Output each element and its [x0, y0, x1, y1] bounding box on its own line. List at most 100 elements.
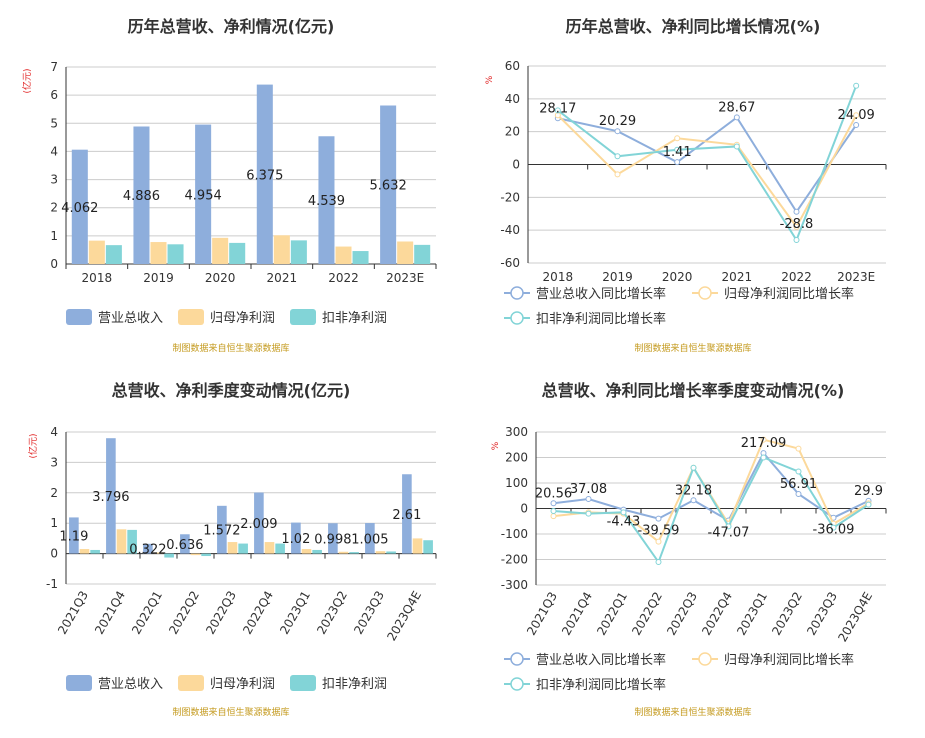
legend-label: 营业总收入同比增长率	[536, 652, 666, 668]
x-tick-label: 2023Q4E	[835, 590, 875, 645]
series-point-1	[550, 500, 557, 507]
bar-2	[273, 235, 290, 264]
y-tick-label: 1	[50, 516, 58, 530]
series-point-3	[614, 153, 621, 160]
series-point-1	[614, 128, 621, 135]
y-tick-label: 1	[50, 229, 58, 243]
bar-2	[264, 542, 275, 554]
x-tick-label: 2018	[82, 271, 113, 285]
x-tick-label: 2022	[328, 271, 359, 285]
x-tick-label: 2021	[267, 271, 298, 285]
x-tick-label: 2022Q2	[166, 589, 202, 637]
data-label: -4.43	[607, 515, 641, 530]
x-tick-label: 2022Q4	[240, 589, 276, 637]
legend-swatch	[290, 309, 316, 325]
series-point-3	[793, 237, 800, 244]
data-label: -47.07	[708, 526, 750, 541]
x-tick-label: 2023Q1	[277, 589, 313, 637]
bar-3	[167, 244, 184, 264]
y-axis-unit-label: %	[491, 441, 501, 450]
series-point-3	[865, 501, 872, 508]
source-note: 制图数据来自恒生聚源数据库	[172, 342, 289, 354]
x-tick-label: 2019	[143, 271, 174, 285]
y-tick-label: 40	[505, 92, 520, 106]
data-label: 56.91	[780, 477, 817, 492]
data-label: 6.375	[246, 168, 283, 183]
x-tick-label: 2020	[662, 270, 693, 284]
y-tick-label: 6	[50, 88, 58, 102]
data-label: 3.796	[92, 490, 129, 505]
source-note: 制图数据来自恒生聚源数据库	[634, 342, 751, 354]
annual-amount-chart: 历年总营收、净利情况(亿元) (亿元) 0 1 2 3 4 5 6 7 2018 2019 2020 20…	[21, 17, 437, 354]
x-tick-label: 2023Q2	[314, 589, 350, 637]
series-point-3	[690, 464, 697, 471]
y-tick-label: -20	[500, 190, 520, 204]
x-tick-label: 2022Q3	[203, 589, 239, 637]
series-point-2	[655, 538, 662, 545]
data-label: 20.56	[535, 486, 572, 501]
x-tick-label: 2022Q4	[699, 590, 735, 638]
series-point-2	[795, 445, 802, 452]
bar-1	[217, 505, 227, 554]
legend-marker	[510, 311, 524, 325]
series-point-2	[760, 436, 767, 443]
bar-2	[88, 240, 105, 264]
series-point-2	[674, 135, 681, 142]
series-point-1	[853, 121, 860, 128]
data-label: 29.9	[854, 484, 883, 499]
bar-2	[375, 551, 386, 554]
x-tick-label: 2022Q2	[629, 590, 665, 638]
series-point-3	[620, 509, 627, 516]
series-line-1	[557, 115, 857, 214]
series-line-1	[553, 451, 869, 522]
series-point-1	[674, 159, 681, 166]
x-tick-label: 2022Q1	[594, 590, 630, 638]
data-label: 4.886	[123, 189, 160, 204]
x-tick-label: 2022Q3	[664, 590, 700, 638]
y-tick-label: -60	[500, 256, 520, 270]
data-label: 20.29	[599, 114, 636, 129]
annual-growth-chart: 历年总营收、净利同比增长情况(%)% -60 -40 -20 0 20 40 60 2018 20…	[485, 17, 887, 354]
y-tick-label: 4	[50, 144, 58, 158]
legend-swatch	[290, 675, 316, 691]
bar-3	[290, 240, 307, 264]
series-line-3	[553, 456, 870, 565]
series-point-3	[830, 524, 837, 531]
bar-1	[256, 84, 273, 264]
data-label: 2.009	[240, 517, 277, 532]
legend-label: 营业总收入	[98, 677, 163, 692]
bar-3	[352, 251, 369, 264]
bar-2	[190, 553, 201, 556]
data-label: 37.08	[570, 482, 607, 497]
bar-2	[153, 552, 164, 554]
series-point-3	[725, 523, 732, 530]
y-tick-label: 3	[50, 455, 58, 469]
bar-3	[105, 245, 122, 264]
data-label: 4.062	[61, 201, 98, 216]
data-label: 28.67	[718, 100, 755, 115]
x-tick-label: 2021Q4	[559, 590, 595, 638]
data-label: 4.539	[308, 194, 345, 209]
bar-2	[397, 241, 414, 264]
y-tick-label: 0	[520, 502, 528, 516]
bar-2	[338, 551, 349, 554]
x-tick-label: 2023Q3	[804, 590, 840, 638]
series-point-2	[793, 223, 800, 230]
series-line-2	[557, 114, 858, 229]
x-tick-label: 2023Q4E	[384, 589, 424, 644]
series-point-3	[550, 508, 557, 515]
bar-1	[106, 438, 116, 554]
annual-growth-chart-panel: 历年总营收、净利同比增长情况(%)% -60 -40 -20 0 20 40 60 2018 20…	[462, 0, 925, 366]
legend-label: 归母净利润同比增长率	[724, 652, 854, 668]
legend-label: 归母净利润	[210, 311, 275, 326]
bar-2	[301, 549, 312, 554]
bar-1	[365, 523, 375, 554]
series-point-1	[795, 490, 802, 497]
bar-2	[150, 242, 167, 264]
x-tick-label: 2021Q3	[55, 589, 91, 637]
source-note: 制图数据来自恒生聚源数据库	[172, 706, 289, 718]
bar-1	[318, 136, 335, 264]
bar-1	[380, 105, 397, 265]
series-point-1	[690, 497, 697, 504]
x-tick-label: 2020	[205, 271, 236, 285]
